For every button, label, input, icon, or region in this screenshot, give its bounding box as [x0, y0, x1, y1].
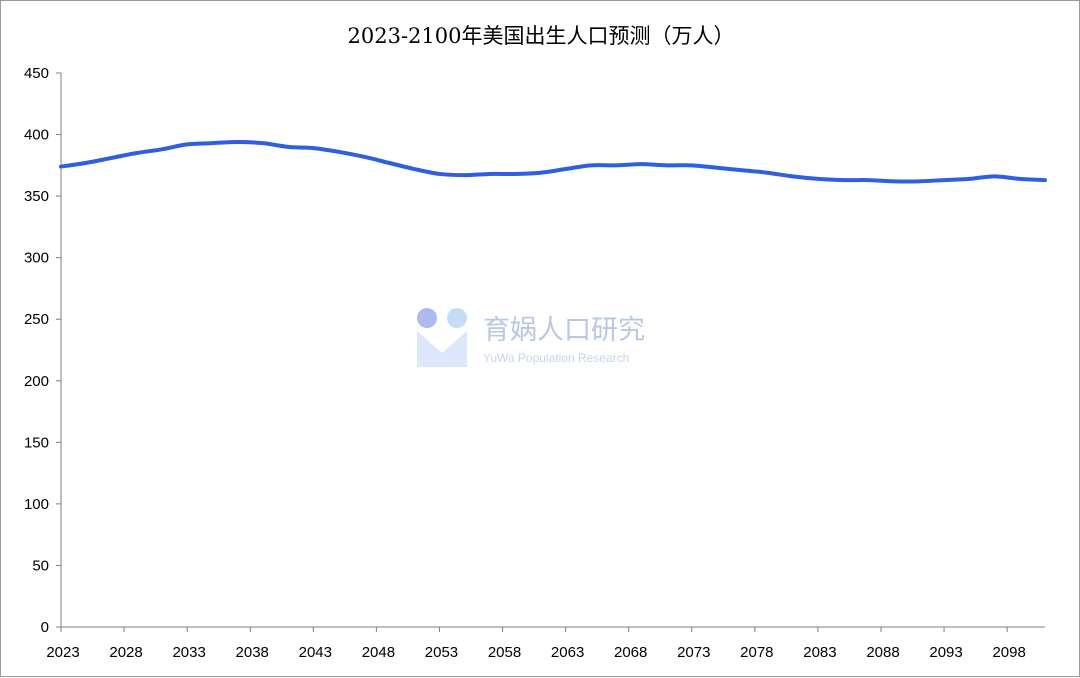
- chart-title: 2023-2100年美国出生人口预测（万人）: [348, 24, 735, 48]
- y-axis: 0 50 100 150 200 250 300 350 400 450: [24, 65, 62, 636]
- watermark-dot-right-icon: [447, 308, 467, 328]
- x-tick-label: 2033: [172, 644, 205, 661]
- y-tick-label: 50: [32, 557, 49, 574]
- series-line: [59, 139, 1047, 184]
- y-tick-label: 450: [24, 65, 49, 82]
- x-tick-label: 2053: [425, 644, 458, 661]
- watermark-logo-icon: [417, 331, 467, 367]
- x-tick-label: 2028: [109, 644, 142, 661]
- y-tick-label: 350: [24, 188, 49, 205]
- x-tick-label: 2023: [46, 644, 79, 661]
- watermark: 育娲人口研究 YuWa Population Research: [417, 308, 645, 367]
- x-tick-label: 2098: [992, 644, 1025, 661]
- x-tick-label: 2083: [803, 644, 836, 661]
- series-group: [59, 139, 1047, 184]
- y-tick-label: 100: [24, 496, 49, 513]
- x-tick-label: 2088: [866, 644, 899, 661]
- x-axis: 2023 2028 2033 2038 2043 2048 2053 2058 2063 2068…: [46, 626, 1045, 661]
- y-tick-label: 200: [24, 373, 49, 390]
- x-tick-label: 2093: [929, 644, 962, 661]
- x-tick-label: 2048: [362, 644, 395, 661]
- y-tick-label: 300: [24, 250, 49, 267]
- watermark-subtitle: YuWa Population Research: [483, 351, 629, 365]
- x-tick-label: 2063: [551, 644, 584, 661]
- x-tick-label: 2073: [677, 644, 710, 661]
- y-tick-label: 400: [24, 127, 49, 144]
- x-tick-label: 2043: [299, 644, 332, 661]
- x-tick-label: 2058: [488, 644, 521, 661]
- x-tick-label: 2078: [740, 644, 773, 661]
- watermark-name: 育娲人口研究: [483, 315, 645, 346]
- x-tick-label: 2068: [614, 644, 647, 661]
- watermark-dot-left-icon: [417, 308, 437, 328]
- y-tick-label: 0: [41, 619, 49, 636]
- y-tick-label: 150: [24, 434, 49, 451]
- x-tick-label: 2038: [236, 644, 269, 661]
- y-tick-label: 250: [24, 311, 49, 328]
